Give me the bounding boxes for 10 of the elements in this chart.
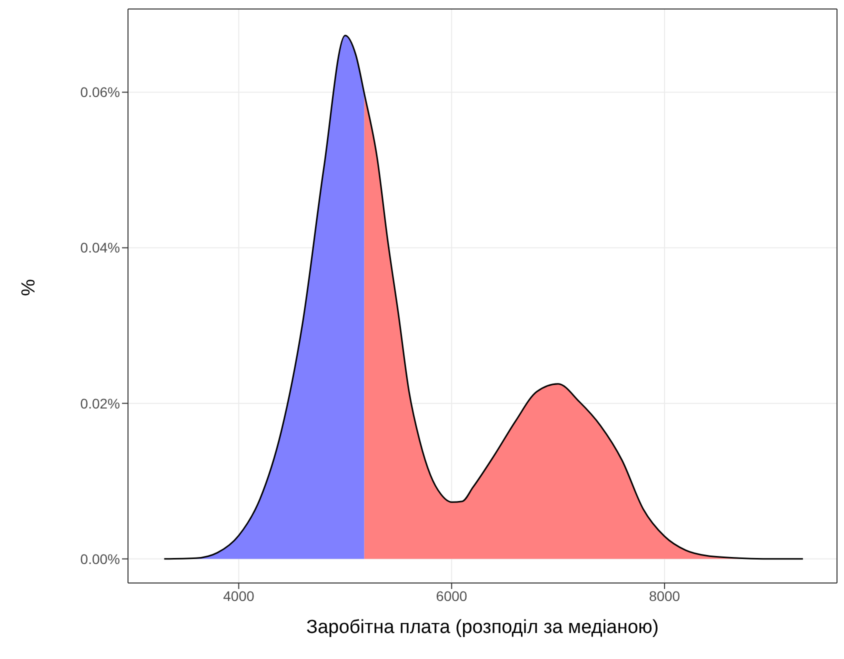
- line-series: [163, 34, 804, 560]
- y-tick-label: 0.02%: [80, 395, 120, 412]
- y-tick-label: 0.04%: [80, 240, 120, 256]
- x-tick-label: 4000: [223, 588, 254, 604]
- y-tick-label: 0.00%: [80, 550, 120, 567]
- x-tick-label: 6000: [436, 588, 468, 604]
- x-tick-label: 8000: [648, 588, 680, 604]
- y-tick-label: 0.06%: [80, 84, 120, 100]
- x-axis-title: Заробітна плата (розподіл за медіаною): [306, 617, 659, 638]
- y-axis-title: %: [18, 279, 40, 296]
